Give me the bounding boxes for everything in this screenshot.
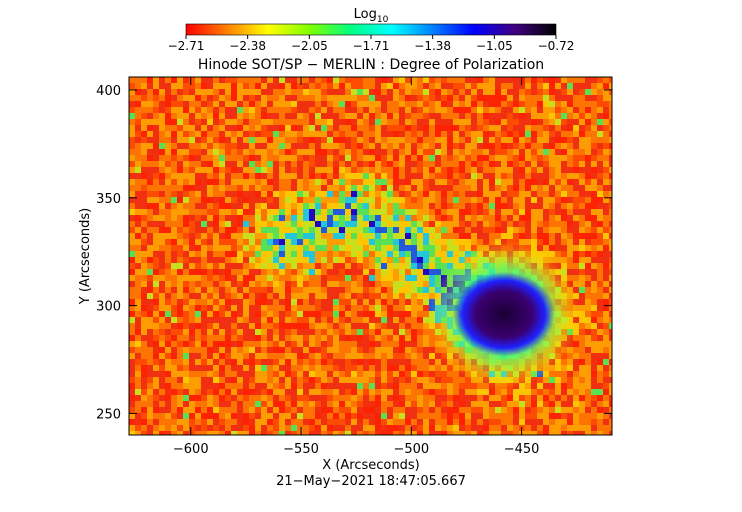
- x-tick-label: −600: [173, 442, 209, 457]
- colorbar-tick-label: −1.38: [414, 39, 451, 53]
- colorbar-tick-label: −1.05: [476, 39, 513, 53]
- colorbar-tick-label: −2.05: [291, 39, 328, 53]
- x-axis-label: X (Arcseconds): [322, 458, 419, 473]
- colorbar-label: Log10: [354, 7, 389, 25]
- y-tick-label: 300: [96, 300, 121, 315]
- plot-frame: [128, 76, 613, 436]
- colorbar: [185, 23, 557, 36]
- heatmap-image: [129, 77, 612, 435]
- colorbar-tick-label: −2.38: [229, 39, 266, 53]
- colorbar-ticks: −2.71 −2.38 −2.05 −1.71 −1.38 −1.05 −0.72: [168, 35, 575, 53]
- sunspot-umbra: [452, 271, 556, 357]
- timestamp: 21−May−2021 18:47:05.667: [276, 474, 466, 489]
- y-tick-label: 350: [96, 192, 121, 207]
- colorbar-tick-label: −1.71: [353, 39, 390, 53]
- x-tick-label: −450: [504, 442, 540, 457]
- y-axis-label: Y (Arcseconds): [78, 208, 93, 305]
- y-axis-ticks: 250 300 350 400: [96, 84, 612, 422]
- y-tick-label: 250: [96, 407, 121, 422]
- x-tick-label: −550: [283, 442, 319, 457]
- chart-title: Hinode SOT/SP − MERLIN : Degree of Polar…: [198, 57, 544, 73]
- x-tick-label: −500: [393, 442, 429, 457]
- colorbar-tick-label: −2.71: [168, 39, 205, 53]
- colorbar-tick-label: −0.72: [538, 39, 575, 53]
- x-axis-ticks: −600 −550 −500 −450: [173, 77, 540, 457]
- y-tick-label: 400: [96, 84, 121, 99]
